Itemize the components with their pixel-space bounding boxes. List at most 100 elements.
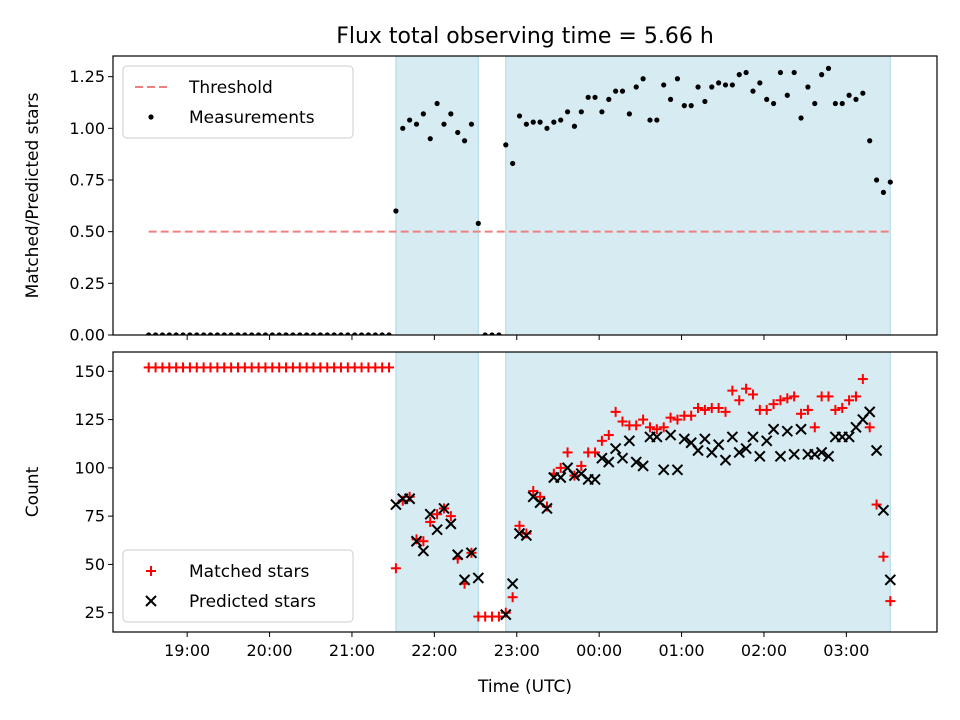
- data-point: [754, 450, 766, 462]
- data-point: [201, 332, 207, 335]
- data-point: [789, 391, 800, 402]
- data-point: [736, 72, 742, 78]
- data-point: [630, 456, 642, 468]
- data-point: [352, 332, 358, 335]
- data-point: [672, 414, 683, 425]
- data-point: [681, 103, 687, 109]
- data-point: [424, 508, 436, 520]
- data-point: [823, 391, 834, 402]
- data-point: [507, 592, 518, 603]
- data-point: [805, 84, 811, 90]
- data-point: [310, 332, 317, 335]
- data-point: [640, 76, 646, 82]
- data-point: [249, 332, 255, 335]
- data-point: [802, 404, 813, 415]
- data-point: [651, 424, 662, 435]
- data-point: [537, 119, 543, 125]
- data-point: [145, 595, 157, 607]
- data-point: [187, 332, 193, 335]
- data-point: [870, 444, 883, 457]
- data-point: [235, 332, 241, 335]
- data-point: [418, 536, 429, 547]
- data-point: [795, 423, 807, 435]
- data-point: [661, 82, 667, 88]
- data-point: [589, 473, 601, 486]
- data-point: [671, 464, 684, 476]
- data-point: [599, 109, 605, 115]
- data-point: [506, 578, 519, 590]
- data-point: [445, 511, 456, 522]
- data-point: [297, 332, 303, 335]
- legend-label: Predicted stars: [189, 592, 316, 612]
- data-point: [619, 88, 626, 94]
- data-point: [863, 406, 876, 418]
- data-point: [438, 502, 450, 515]
- axes-frame: [112, 55, 938, 336]
- data-point: [812, 100, 818, 107]
- panel-1: 0.00 0.25 0.50 0.75 1.00 1.25 Matched/Predicte…: [23, 55, 938, 345]
- data-point: [603, 456, 615, 468]
- data-point: [782, 393, 793, 404]
- data-point: [592, 94, 598, 100]
- data-point: [796, 408, 807, 419]
- x-tick-label: 21:00: [329, 641, 375, 660]
- data-point: [562, 447, 573, 458]
- data-point: [843, 431, 855, 443]
- y-tick-label: 125: [74, 410, 105, 429]
- data-point: [860, 90, 866, 96]
- data-point: [617, 416, 628, 427]
- data-point: [761, 404, 772, 415]
- data-point: [425, 516, 436, 527]
- data-point: [146, 332, 152, 335]
- data-point: [877, 504, 890, 517]
- data-point: [432, 509, 443, 520]
- data-point: [516, 113, 523, 119]
- data-point: [678, 433, 691, 445]
- data-point: [609, 442, 622, 455]
- legend-label: Threshold: [188, 78, 273, 98]
- data-point: [221, 332, 227, 335]
- data-point: [853, 96, 859, 102]
- data-point: [695, 84, 701, 90]
- data-point: [775, 395, 786, 406]
- data-point: [857, 374, 868, 385]
- data-point: [413, 121, 420, 127]
- data-point: [644, 422, 655, 433]
- data-point: [603, 430, 614, 441]
- data-point: [427, 136, 433, 142]
- data-point: [664, 429, 677, 441]
- chart-title: Flux total observing time = 5.66 h: [336, 24, 714, 49]
- series-plus: [143, 362, 896, 622]
- data-point: [651, 431, 663, 443]
- data-point: [324, 332, 330, 335]
- y-tick-label: 0.50: [69, 222, 105, 241]
- shaded-interval: [505, 352, 891, 632]
- data-point: [207, 332, 214, 335]
- data-point: [379, 332, 385, 335]
- data-point: [613, 88, 619, 94]
- plot-area: [146, 56, 893, 335]
- data-point: [269, 332, 275, 335]
- data-point: [500, 608, 512, 621]
- legend-label: Measurements: [189, 108, 315, 128]
- data-point: [747, 389, 758, 400]
- data-point: [733, 446, 745, 459]
- y-tick-label: 100: [74, 458, 105, 477]
- data-point: [461, 138, 468, 144]
- data-point: [837, 403, 848, 413]
- data-point: [331, 332, 337, 335]
- data-point: [657, 464, 670, 476]
- data-point: [606, 96, 612, 102]
- x-tick-label: 23:00: [494, 641, 540, 660]
- data-point: [734, 395, 745, 406]
- data-point: [173, 332, 179, 335]
- x-axis-label: Time (UTC): [477, 677, 572, 697]
- data-point: [441, 121, 447, 127]
- data-point: [358, 332, 365, 335]
- y-tick-label: 0.00: [69, 326, 105, 345]
- data-point: [722, 82, 729, 88]
- axes-frame: [112, 351, 938, 633]
- data-point: [850, 391, 861, 402]
- x-tick-label: 02:00: [741, 641, 787, 660]
